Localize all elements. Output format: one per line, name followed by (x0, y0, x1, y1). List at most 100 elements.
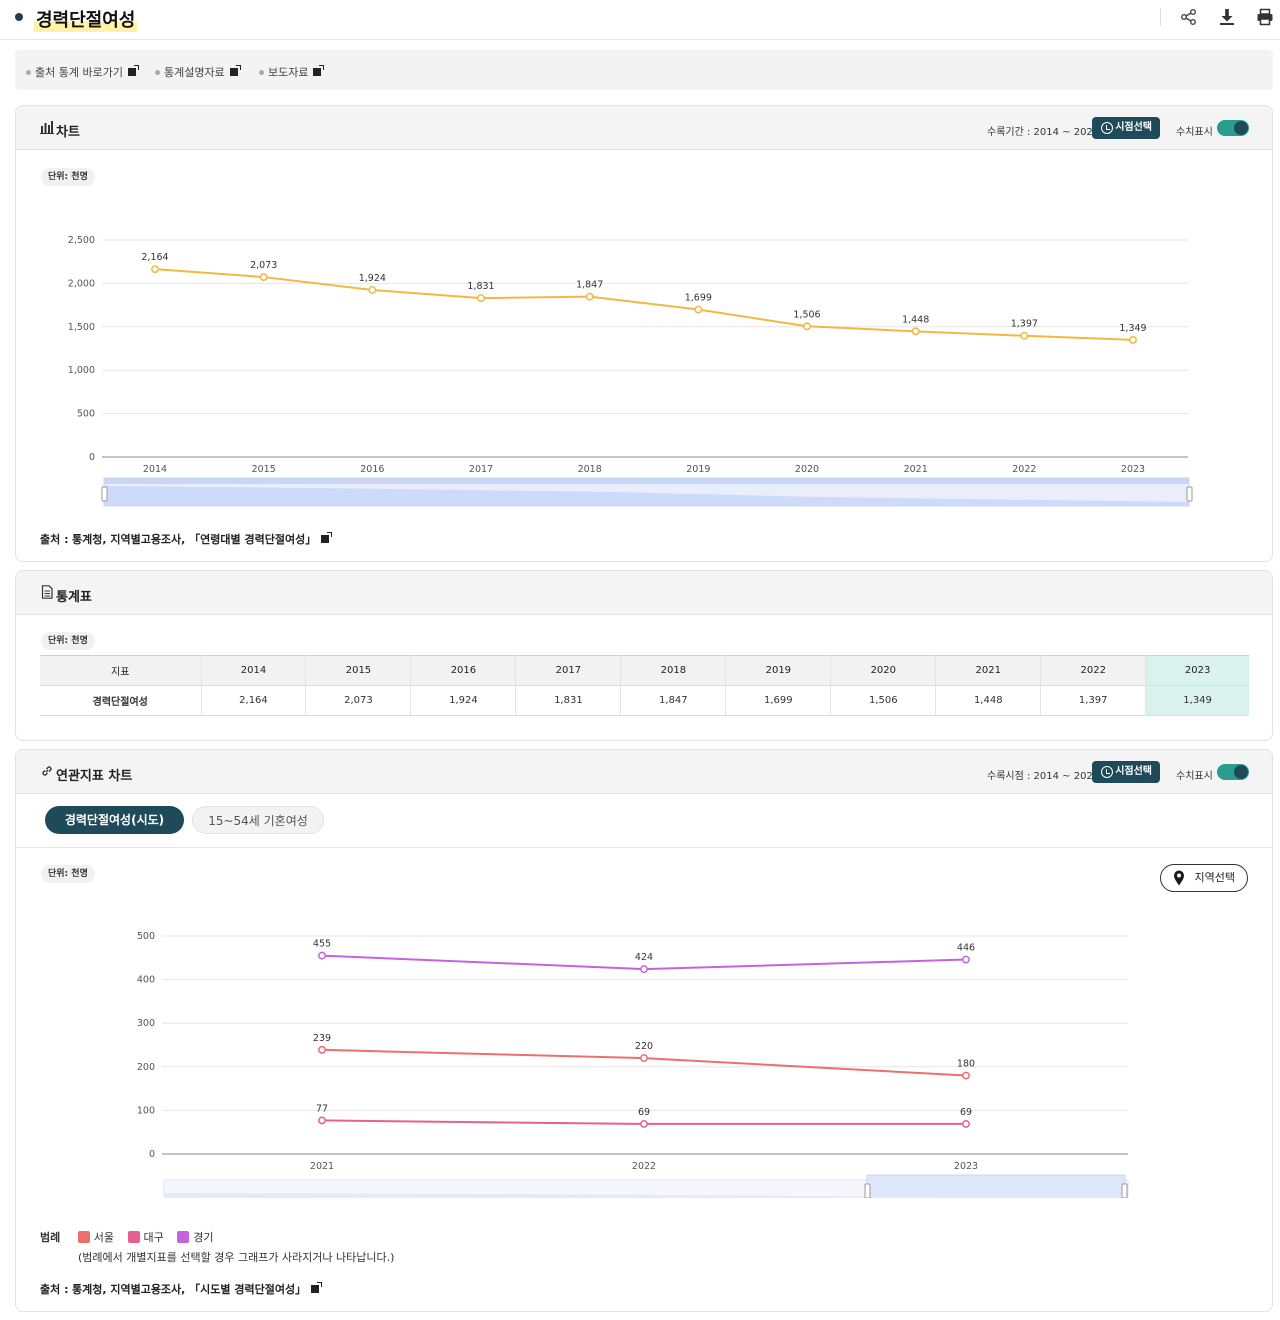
x-tick-label: 2018 (578, 464, 602, 475)
table-cell: 1,831 (515, 685, 622, 716)
data-label: 1,506 (793, 309, 820, 320)
period-select-label: 시점선택 (1115, 122, 1152, 133)
data-label: 455 (313, 939, 331, 950)
source-prefix: 출처 : (40, 533, 69, 546)
column-header: 2018 (620, 655, 727, 686)
range-navigator-selection (866, 1174, 1126, 1198)
table-cell: 1,924 (410, 685, 517, 716)
stat-description-link[interactable]: 통계설명자료 (155, 64, 241, 80)
table-row: 경력단절여성 2,164 2,073 1,924 1,831 1,847 1,6… (40, 685, 1249, 716)
legend-item-gyeonggi[interactable]: 경기 (177, 1229, 214, 1245)
data-point (694, 305, 703, 314)
data-label: 69 (638, 1107, 650, 1118)
y-tick-label: 300 (137, 1018, 155, 1029)
data-point (1129, 335, 1137, 344)
download-icon[interactable] (1217, 7, 1237, 27)
chart-panel: 차트 수록기간 : 2014 ~ 2023 시점선택 수치표시 단위: 천명 0… (15, 105, 1273, 562)
data-label: 1,448 (902, 314, 929, 325)
source-prefix: 출처 : (40, 1283, 69, 1296)
data-point (318, 1045, 326, 1054)
print-icon[interactable] (1255, 7, 1275, 27)
data-point (640, 1119, 648, 1128)
x-tick-label: 2021 (904, 464, 928, 475)
range-navigator-series (104, 486, 1189, 506)
unit-badge: 단위: 천명 (41, 865, 95, 883)
data-label: 2,073 (250, 260, 277, 271)
data-label: 1,349 (1119, 323, 1146, 334)
x-tick-label: 2023 (1121, 464, 1145, 475)
y-tick-label: 1,000 (68, 365, 95, 376)
legend-item-daegu[interactable]: 대구 (127, 1229, 164, 1245)
table-cell: 1,506 (830, 685, 937, 716)
table-header-row: 지표 2014 2015 2016 2017 2018 2019 2020 20… (40, 655, 1249, 686)
y-tick-label: 500 (137, 931, 155, 942)
column-header: 2019 (725, 655, 832, 686)
press-release-link[interactable]: 보도자료 (259, 64, 325, 80)
external-link-icon (311, 1282, 323, 1293)
unit-badge: 단위: 천명 (41, 632, 95, 650)
value-display-label: 수치표시 (1176, 771, 1213, 782)
column-header: 2017 (515, 655, 622, 686)
source-stat-link[interactable]: 출처 통계 바로가기 (26, 64, 139, 80)
y-tick-label: 2,000 (68, 278, 95, 289)
data-point (962, 1119, 970, 1128)
x-tick-label: 2022 (632, 1161, 656, 1172)
table-cell: 1,349 (1145, 685, 1249, 716)
x-tick-label: 2014 (143, 464, 167, 475)
related-line-chart[interactable]: 0 100 200 300 400 500 2021 2022 2023 239 220 180 77 6… (16, 918, 1273, 1198)
data-label: 77 (316, 1103, 328, 1114)
range-navigator-bar (104, 478, 1189, 484)
column-header: 2016 (410, 655, 517, 686)
external-link-icon (229, 65, 241, 76)
data-point (368, 286, 377, 294)
legend-item-seoul[interactable]: 서울 (77, 1229, 114, 1245)
data-label: 424 (635, 952, 653, 963)
tab-career-break-by-region[interactable]: 경력단절여성(시도) (45, 806, 184, 834)
table-panel-title: 통계표 (56, 590, 92, 605)
bullet-icon (155, 69, 160, 75)
y-tick-label: 400 (137, 975, 155, 986)
collection-period: 수록기간 : 2014 ~ 2023 (987, 127, 1100, 138)
data-point (962, 1071, 970, 1080)
main-line-chart[interactable]: 0 500 1,000 1,500 2,000 2,500 2014 2015 2016 2017… (16, 216, 1273, 562)
chart-legend: 범례 서울 대구 경기 (40, 1229, 224, 1245)
x-tick-label: 2022 (1012, 464, 1036, 475)
bullet-icon (259, 69, 264, 75)
indicator-tabs: 경력단절여성(시도) 15~54세 기혼여성 (16, 794, 1272, 848)
data-label: 180 (957, 1059, 975, 1070)
source-text[interactable]: 통계청, 지역별고용조사, 「연령대별 경력단절여성」 (71, 533, 317, 546)
value-display-toggle[interactable] (1217, 120, 1249, 136)
x-tick-label: 2021 (310, 1161, 334, 1172)
period-select-label: 시점선택 (1115, 766, 1152, 777)
data-label: 2,164 (141, 252, 168, 263)
table-cell: 1,448 (935, 685, 1042, 716)
toggle-knob (1234, 765, 1248, 779)
data-point (1020, 331, 1029, 340)
legend-label: 서울 (93, 1231, 114, 1244)
data-point (151, 265, 159, 274)
chart-panel-header: 차트 수록기간 : 2014 ~ 2023 시점선택 수치표시 (16, 106, 1272, 150)
source-text[interactable]: 통계청, 지역별고용조사, 「시도별 경력단절여성」 (71, 1283, 307, 1296)
data-label: 1,847 (576, 280, 603, 291)
data-point (640, 965, 648, 974)
x-tick-label: 2017 (469, 464, 493, 475)
page-header: 경력단절여성 (0, 0, 1280, 40)
bullet-icon (26, 69, 31, 75)
share-icon[interactable] (1179, 7, 1199, 27)
y-tick-label: 200 (137, 1062, 155, 1073)
column-header: 2020 (830, 655, 937, 686)
tab-married-women-15-54[interactable]: 15~54세 기혼여성 (192, 806, 324, 834)
legend-label: 대구 (143, 1231, 164, 1244)
y-tick-label: 1,500 (68, 322, 95, 333)
data-label: 446 (957, 943, 975, 954)
region-select-button[interactable]: 지역선택 (1160, 864, 1248, 892)
period-select-button[interactable]: 시점선택 (1092, 117, 1160, 139)
collection-period: 수록시점 : 2014 ~ 2023 (987, 771, 1100, 782)
period-select-button[interactable]: 시점선택 (1092, 761, 1160, 783)
external-link-icon (321, 532, 333, 543)
range-handle-right (1186, 486, 1193, 502)
document-icon (41, 585, 53, 599)
data-point (318, 1116, 326, 1125)
legend-swatch (177, 1231, 190, 1243)
value-display-toggle[interactable] (1217, 764, 1249, 780)
